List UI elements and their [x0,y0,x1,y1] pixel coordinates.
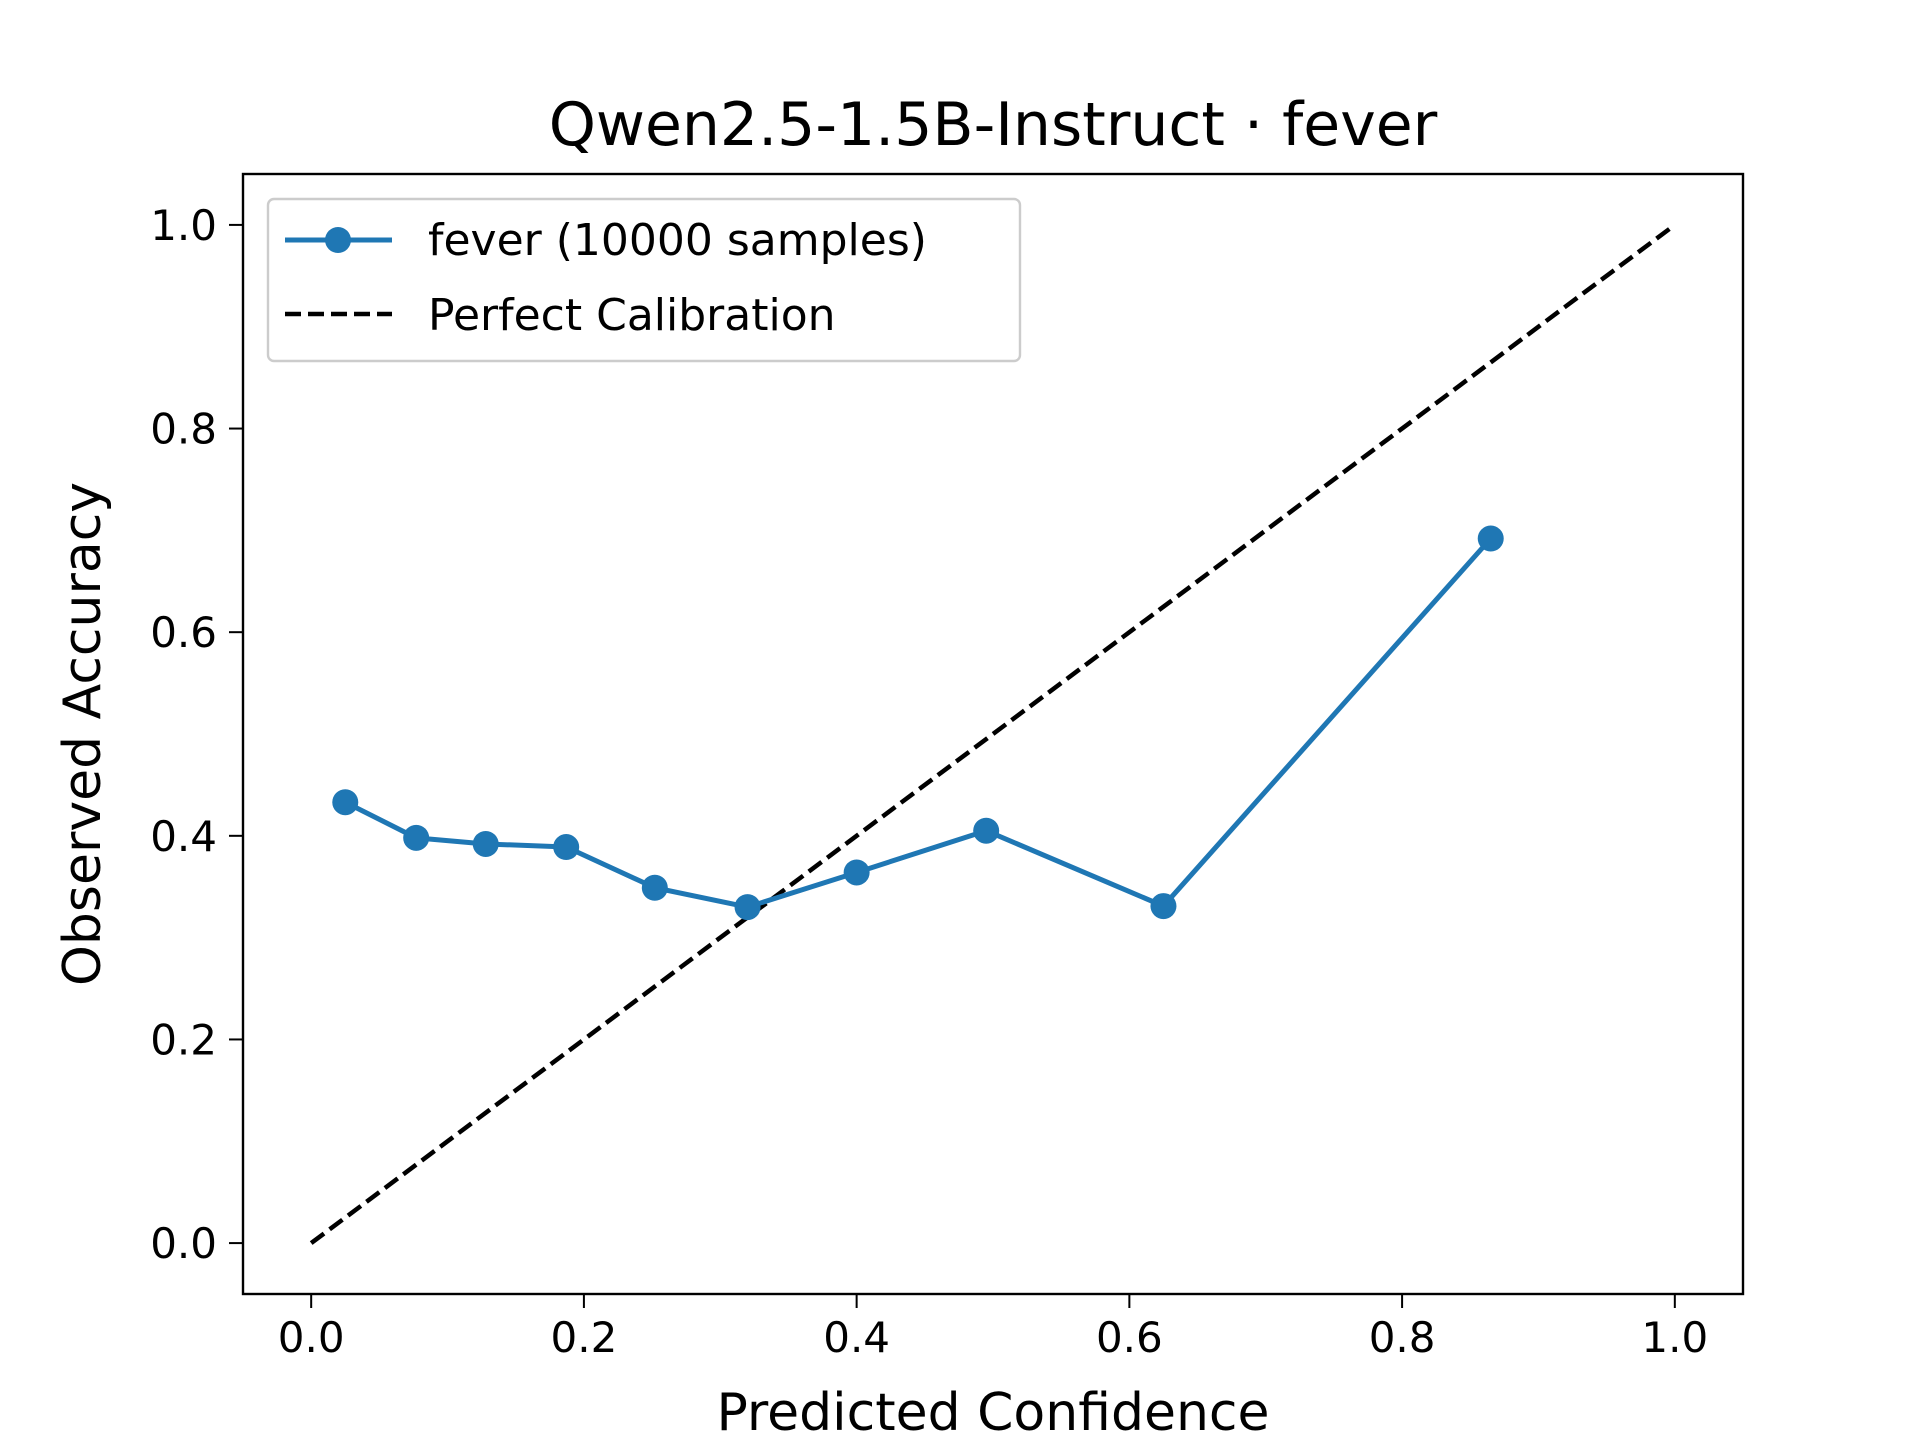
y-axis: 0.0 0.2 0.4 0.6 0.8 1.0 [150,201,243,1268]
x-tick-label: 0.2 [551,1313,618,1362]
x-tick-label: 1.0 [1641,1313,1708,1362]
y-axis-label: Observed Accuracy [53,482,113,986]
plot-area [309,223,1677,1245]
fever-data-point [553,834,580,861]
plot-frame [241,172,1745,1296]
legend-label-fever: fever (10000 samples) [428,215,927,266]
fever-data-point [472,830,499,857]
x-tick-label: 0.4 [823,1313,890,1362]
fever-series-line [344,536,1493,910]
fever-data-point [641,874,668,901]
y-tick-label: 0.6 [150,608,217,657]
chart-title: Qwen2.5-1.5B-Instruct · fever [549,90,1438,160]
y-tick-label: 0.8 [150,405,217,454]
y-tick-label: 1.0 [150,201,217,250]
fever-data-point [734,894,761,921]
fever-data-point [973,817,1000,844]
fever-data-point [1150,893,1177,920]
legend-box [266,197,1022,363]
x-axis: 0.0 0.2 0.4 0.6 0.8 1.0 [278,1294,1708,1362]
y-tick-label: 0.4 [150,812,217,861]
x-axis-label: Predicted Confidence [716,1383,1269,1440]
fever-data-point [1477,525,1504,552]
legend: fever (10000 samples) Perfect Calibratio… [266,197,1022,363]
perfect-calibration-line [309,223,1677,1245]
x-tick-label: 0.8 [1369,1313,1436,1362]
fever-data-point [843,859,870,886]
legend-label-perfect-calibration: Perfect Calibration [428,290,836,341]
legend-marker-fever [325,227,351,253]
fever-data-point [332,789,359,816]
y-tick-label: 0.2 [150,1015,217,1064]
x-tick-label: 0.6 [1096,1313,1163,1362]
y-tick-label: 0.0 [150,1219,217,1268]
fever-data-point [403,824,430,851]
x-tick-label: 0.0 [278,1313,345,1362]
